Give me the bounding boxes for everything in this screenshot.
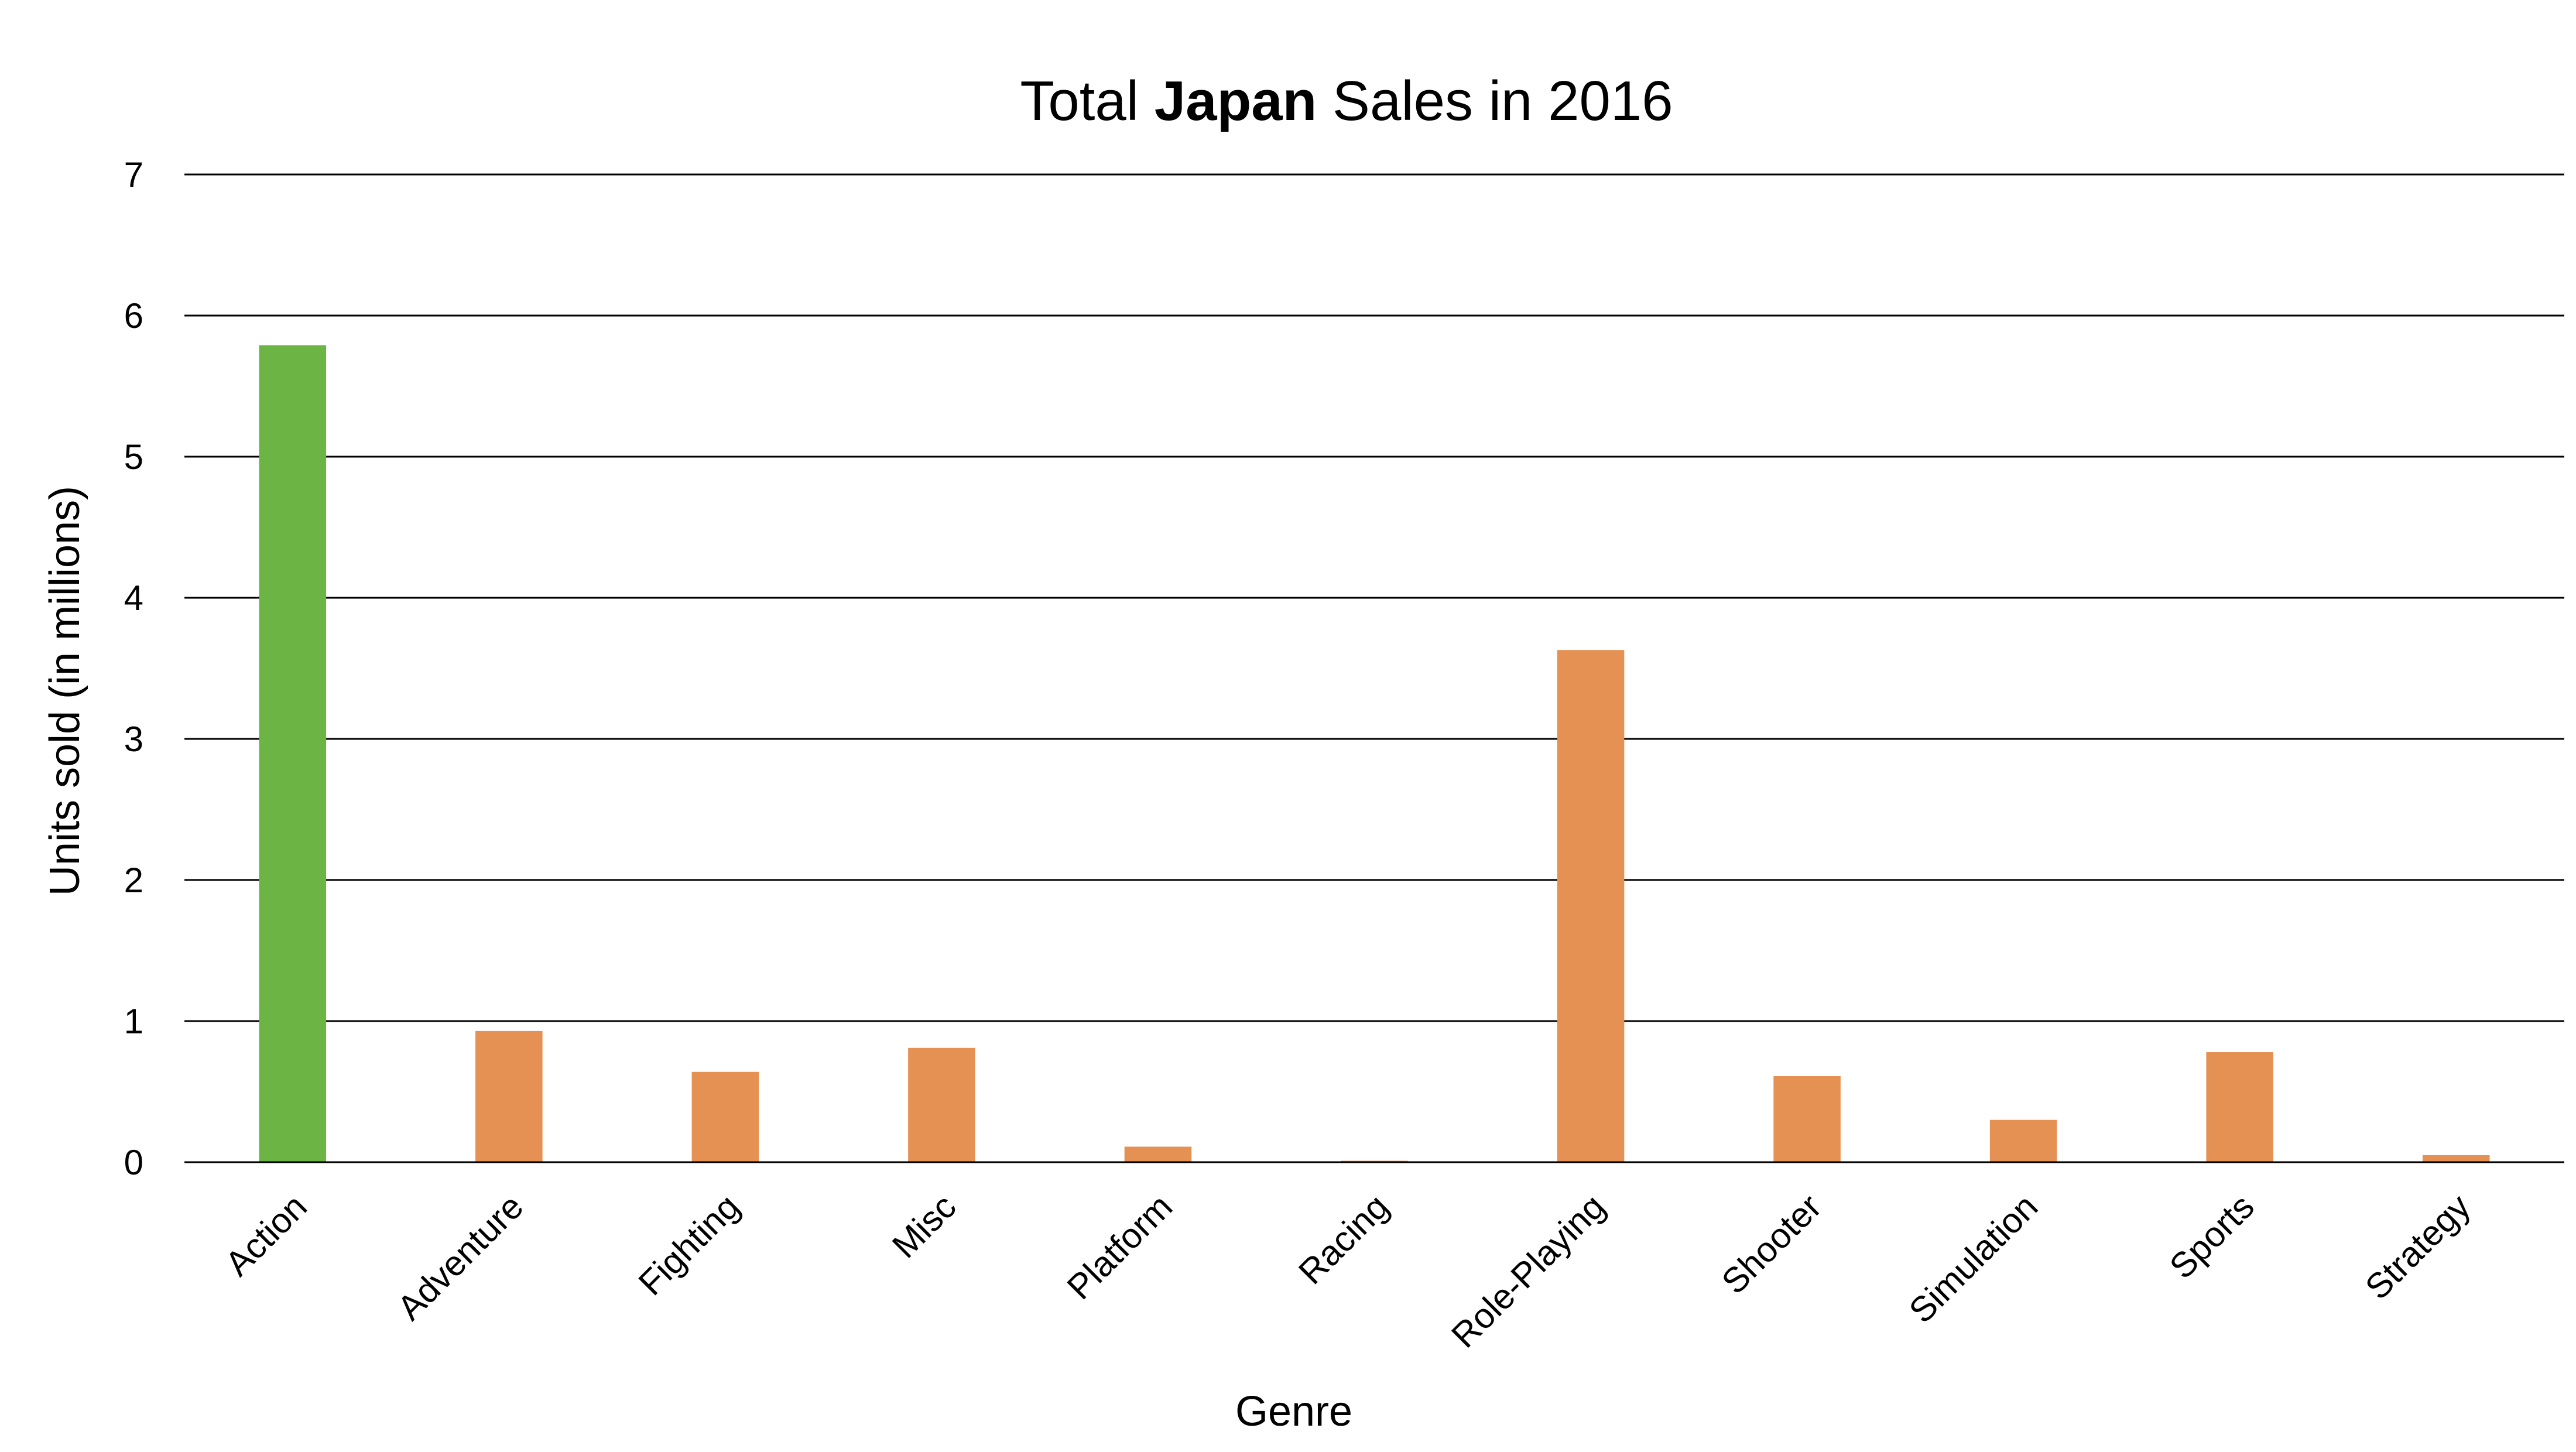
y-tick-label: 0 [124, 1143, 143, 1182]
y-tick-label: 4 [124, 578, 143, 618]
bar-role-playing [1557, 650, 1625, 1162]
x-tick-label: Sports [2162, 1187, 2262, 1286]
gridlines [184, 173, 2564, 1163]
y-tick-label: 1 [124, 1002, 143, 1041]
chart-title: Total Japan Sales in 2016 [1020, 70, 1673, 132]
y-axis-ticks: 0 1 2 3 4 5 6 7 [124, 155, 143, 1182]
x-tick-label: Shooter [1714, 1187, 1829, 1302]
bar-fighting [691, 1071, 759, 1162]
x-tick-label: Platform [1060, 1187, 1180, 1307]
y-tick-label: 2 [124, 861, 143, 900]
bar-action [259, 345, 327, 1162]
x-axis-ticks: Action Adventure Fighting Misc Platform Racin… [218, 1187, 2478, 1355]
bar-sports [2206, 1052, 2273, 1162]
bar-misc [908, 1047, 975, 1162]
y-axis-title: Units sold (in millions) [42, 486, 88, 896]
chart-title-prefix: Total [1020, 70, 1154, 132]
x-tick-label: Role-Playing [1444, 1187, 1612, 1355]
bar-shooter [1773, 1076, 1841, 1162]
x-tick-label: Fighting [631, 1187, 747, 1303]
y-tick-label: 6 [124, 296, 143, 335]
y-tick-label: 5 [124, 437, 143, 477]
chart-title-emphasis: Japan [1155, 70, 1317, 132]
x-tick-label: Simulation [1902, 1187, 2045, 1330]
bar-adventure [475, 1030, 543, 1162]
y-tick-label: 7 [124, 155, 143, 194]
x-tick-label: Racing [1291, 1187, 1396, 1292]
bar-strategy [2422, 1155, 2490, 1162]
x-tick-label: Action [218, 1187, 314, 1283]
bar-platform [1124, 1146, 1192, 1162]
chart-title-suffix: Sales in 2016 [1317, 70, 1673, 132]
x-axis-title: Genre [1235, 1388, 1352, 1435]
y-tick-label: 3 [124, 720, 143, 759]
bars [184, 345, 2564, 1163]
bar-simulation [1989, 1119, 2057, 1162]
x-tick-label: Misc [885, 1187, 964, 1266]
x-tick-label: Strategy [2358, 1187, 2478, 1307]
x-tick-label: Adventure [390, 1187, 531, 1328]
